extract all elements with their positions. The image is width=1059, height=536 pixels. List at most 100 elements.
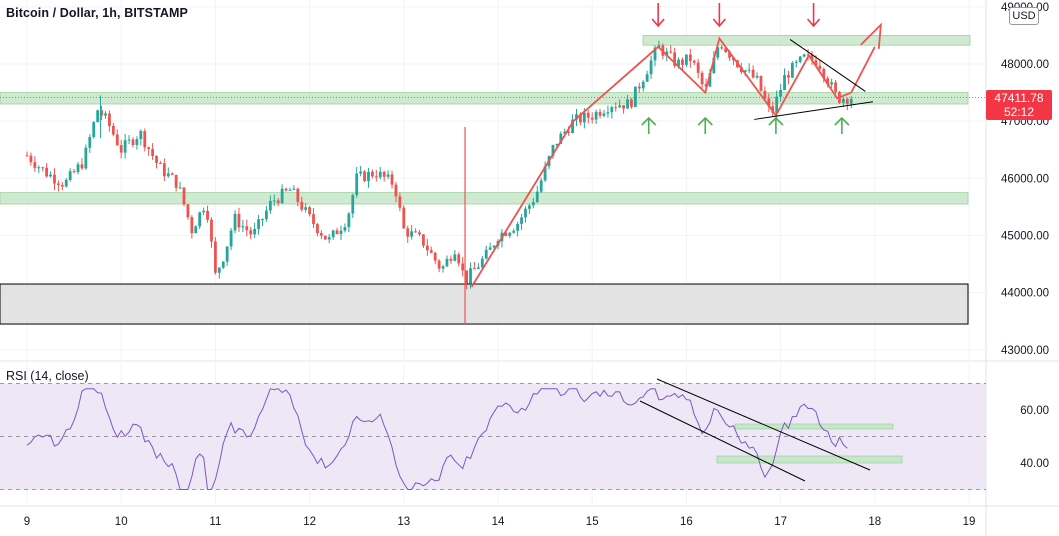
candle-body xyxy=(783,75,786,91)
time-tick-label: 9 xyxy=(24,516,30,528)
candle-body xyxy=(406,228,410,237)
last-price-tag: 47411.78 52:12 xyxy=(986,90,1052,120)
rsi-tick-label: 40.00 xyxy=(1020,458,1049,470)
candle-body xyxy=(374,176,378,178)
candle-body xyxy=(677,59,680,66)
candle-body xyxy=(37,167,41,169)
candle-body xyxy=(575,114,578,120)
candle-body xyxy=(229,230,233,247)
currency-button[interactable]: USD xyxy=(1009,7,1039,25)
candle-body xyxy=(217,267,221,273)
candle-body xyxy=(845,99,849,104)
candle-body xyxy=(402,207,406,229)
candle-body xyxy=(182,187,186,205)
candle-body xyxy=(60,184,64,187)
candle-body xyxy=(323,235,327,240)
wedge-lower-line xyxy=(754,101,873,120)
candle-body xyxy=(186,204,190,218)
candle-body xyxy=(351,195,355,214)
candle-body xyxy=(29,155,33,163)
candle-body xyxy=(633,86,637,107)
candle-body xyxy=(755,75,759,78)
time-tick-label: 11 xyxy=(209,516,221,528)
candle-body xyxy=(249,230,253,235)
candle-body xyxy=(794,61,798,63)
candle-body xyxy=(257,219,260,229)
candle-body xyxy=(787,75,790,78)
time-tick-label: 18 xyxy=(868,516,881,528)
candle-body xyxy=(92,122,96,138)
candle-body xyxy=(127,139,131,141)
candle-body xyxy=(123,140,127,153)
time-tick-label: 17 xyxy=(774,516,787,528)
candle-body xyxy=(563,131,567,134)
price-tick-label: 45000.00 xyxy=(1001,230,1049,242)
candle-body xyxy=(68,171,72,180)
candle-body xyxy=(649,60,653,75)
candle-body xyxy=(367,171,370,182)
candle-body xyxy=(692,60,696,63)
candle-body xyxy=(512,230,516,233)
rsi-title: RSI (14, close) xyxy=(6,369,89,383)
candle-body xyxy=(241,226,245,228)
candle-body xyxy=(170,173,174,175)
candle-body xyxy=(331,230,335,238)
candle-body xyxy=(253,228,257,235)
candle-body xyxy=(763,90,767,99)
time-tick-label: 15 xyxy=(586,516,599,528)
candle-body xyxy=(425,245,429,251)
red-down-arrowhead xyxy=(712,18,726,28)
candle-body xyxy=(743,70,747,72)
candle-body xyxy=(155,155,158,163)
rsi-band xyxy=(0,383,986,490)
candle-body xyxy=(673,52,677,66)
price-tick-label: 47000.00 xyxy=(1001,116,1049,128)
candle-body xyxy=(653,47,657,61)
candle-body xyxy=(473,268,476,270)
candle-body xyxy=(555,143,559,146)
candle-body xyxy=(610,107,614,113)
candle-body xyxy=(492,245,496,248)
candle-body xyxy=(319,233,323,236)
candle-body xyxy=(720,47,724,49)
candle-body xyxy=(551,145,555,157)
candle-body xyxy=(681,59,684,65)
support-zone xyxy=(0,192,969,205)
candle-body xyxy=(751,69,755,78)
candle-body xyxy=(614,107,618,109)
candle-body xyxy=(602,113,606,116)
candle-body xyxy=(300,201,304,210)
candle-body xyxy=(543,166,547,181)
last-price-value: 47411.78 xyxy=(994,91,1044,105)
candle-body xyxy=(590,117,594,120)
candle-body xyxy=(198,212,202,227)
candle-body xyxy=(535,191,539,203)
candle-body xyxy=(53,174,56,184)
candle-body xyxy=(724,48,728,52)
candle-body xyxy=(151,149,154,156)
candle-body xyxy=(284,188,288,191)
candle-body xyxy=(779,90,782,97)
candle-body xyxy=(347,213,351,228)
candle-body xyxy=(685,54,688,65)
candle-body xyxy=(221,261,225,268)
rsi-channel-lower xyxy=(639,400,806,482)
bar-countdown: 52:12 xyxy=(1003,105,1035,119)
time-tick-label: 12 xyxy=(303,516,316,528)
candle-body xyxy=(390,174,394,185)
candle-body xyxy=(594,111,598,120)
candle-body xyxy=(100,110,103,116)
candle-body xyxy=(700,72,704,85)
candle-body xyxy=(818,65,822,69)
candle-body xyxy=(429,250,433,253)
candle-body xyxy=(445,258,449,267)
candle-body xyxy=(268,200,272,211)
candle-body xyxy=(308,207,311,215)
candle-body xyxy=(488,247,492,250)
candle-body xyxy=(304,207,308,210)
candle-body xyxy=(80,164,84,169)
candle-body xyxy=(559,133,563,144)
candle-body xyxy=(728,51,731,58)
rsi-zone xyxy=(716,455,903,464)
candle-body xyxy=(33,162,37,168)
